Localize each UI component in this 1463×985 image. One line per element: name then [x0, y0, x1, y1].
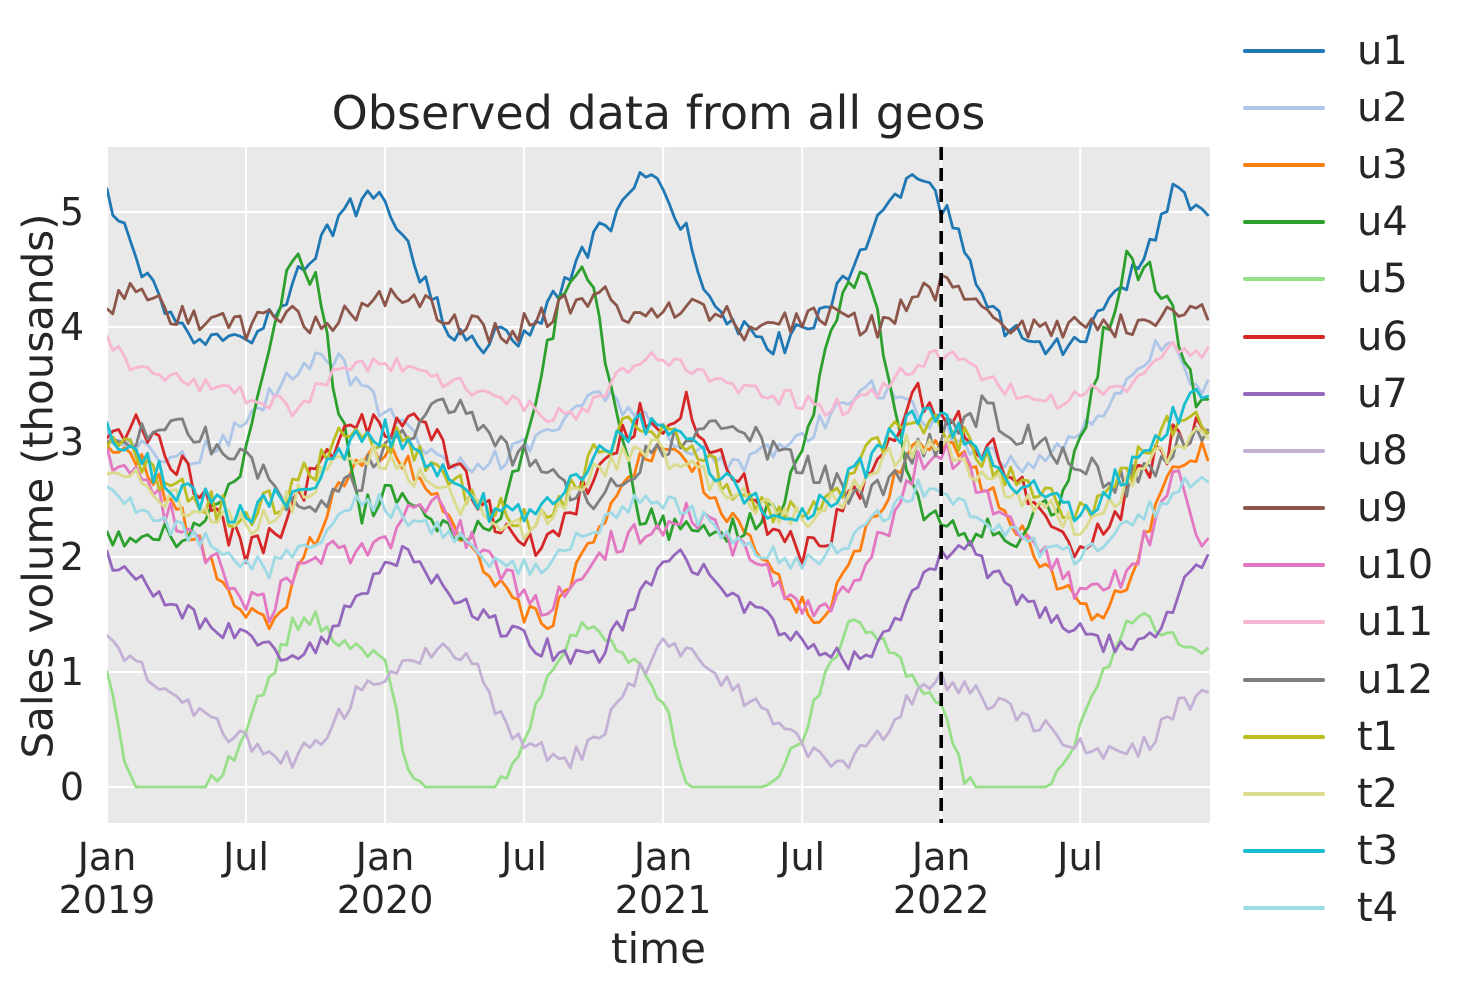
x-tick-label-year: 2019 [59, 878, 156, 922]
x-tick-label: Jan [76, 835, 137, 879]
series-u7 [107, 539, 1210, 671]
legend-swatch-u12 [1243, 677, 1325, 682]
legend-item-u9: u9 [1243, 480, 1433, 537]
series-u5 [107, 610, 1210, 789]
chart-title: Observed data from all geos [331, 86, 986, 140]
x-tick-label-year: 2022 [893, 878, 990, 922]
legend-swatch-t3 [1243, 849, 1325, 854]
series-u8 [107, 634, 1210, 770]
legend-label-u3: u3 [1357, 141, 1408, 188]
legend-swatch-u5 [1243, 277, 1325, 282]
legend-label-t1: t1 [1357, 713, 1399, 760]
legend-item-u2: u2 [1243, 79, 1433, 136]
legend-item-t4: t4 [1243, 880, 1433, 937]
x-tick-label: Jul [221, 835, 269, 879]
legend-item-t2: t2 [1243, 765, 1433, 822]
series-t3 [107, 387, 1210, 524]
legend-swatch-t1 [1243, 734, 1325, 739]
x-tick-label: Jul [499, 835, 547, 879]
legend-item-u1: u1 [1243, 22, 1433, 79]
legend-swatch-u4 [1243, 220, 1325, 225]
x-axis-label: time [611, 924, 706, 973]
series-u1 [107, 171, 1210, 357]
legend-item-u10: u10 [1243, 537, 1433, 594]
x-tick-label: Jul [1055, 835, 1103, 879]
legend-swatch-u6 [1243, 334, 1325, 339]
legend-swatch-u3 [1243, 162, 1325, 167]
series-u9 [107, 273, 1210, 345]
legend-swatch-u2 [1243, 105, 1325, 110]
legend-label-u11: u11 [1357, 599, 1434, 646]
y-tick-label: 1 [60, 650, 84, 694]
legend-swatch-u9 [1243, 506, 1325, 511]
legend-label-u7: u7 [1357, 370, 1408, 417]
y-tick-label: 4 [60, 305, 84, 349]
legend-label-t3: t3 [1357, 828, 1399, 875]
legend-item-u5: u5 [1243, 251, 1433, 308]
legend-label-u4: u4 [1357, 199, 1408, 246]
legend-label-u6: u6 [1357, 313, 1408, 360]
legend-label-u1: u1 [1357, 27, 1408, 74]
legend-label-t2: t2 [1357, 771, 1399, 818]
legend-label-u5: u5 [1357, 256, 1408, 303]
legend-swatch-u7 [1243, 391, 1325, 396]
legend-label-u12: u12 [1357, 656, 1434, 703]
y-tick-label: 2 [60, 535, 84, 579]
legend-item-u3: u3 [1243, 136, 1433, 193]
legend-item-u12: u12 [1243, 651, 1433, 708]
x-tick-label: Jan [354, 835, 415, 879]
x-tick-label-year: 2021 [615, 878, 712, 922]
x-tick-label: Jan [632, 835, 693, 879]
series-u11 [107, 335, 1210, 423]
legend-item-u4: u4 [1243, 194, 1433, 251]
legend-swatch-t2 [1243, 792, 1325, 797]
legend-label-u8: u8 [1357, 427, 1408, 474]
y-tick-label: 3 [60, 420, 84, 464]
legend: u1 u2 u3 u4 u5 u6 u7 u8 u9 u10 u11 u12 t1 t2 t3 t4 [1243, 22, 1433, 937]
legend-item-t1: t1 [1243, 708, 1433, 765]
series-t4 [107, 475, 1210, 580]
legend-swatch-u10 [1243, 563, 1325, 568]
legend-swatch-t4 [1243, 906, 1325, 911]
y-tick-label: 5 [60, 190, 84, 234]
legend-label-u10: u10 [1357, 542, 1434, 589]
legend-item-u6: u6 [1243, 308, 1433, 365]
legend-item-u8: u8 [1243, 422, 1433, 479]
legend-swatch-u11 [1243, 620, 1325, 625]
x-tick-label-year: 2020 [337, 878, 434, 922]
x-tick-label: Jan [910, 835, 971, 879]
series-t2 [107, 426, 1210, 541]
legend-swatch-u8 [1243, 448, 1325, 453]
legend-item-u11: u11 [1243, 594, 1433, 651]
legend-item-t3: t3 [1243, 823, 1433, 880]
legend-item-u7: u7 [1243, 365, 1433, 422]
legend-swatch-u1 [1243, 48, 1325, 53]
legend-label-u2: u2 [1357, 84, 1408, 131]
x-tick-label: Jul [777, 835, 825, 879]
legend-label-t4: t4 [1357, 885, 1399, 932]
legend-label-u9: u9 [1357, 485, 1408, 532]
y-tick-label: 0 [60, 765, 84, 809]
series-u4 [107, 249, 1210, 549]
y-axis-label: Sales volume (thousands) [13, 213, 63, 759]
